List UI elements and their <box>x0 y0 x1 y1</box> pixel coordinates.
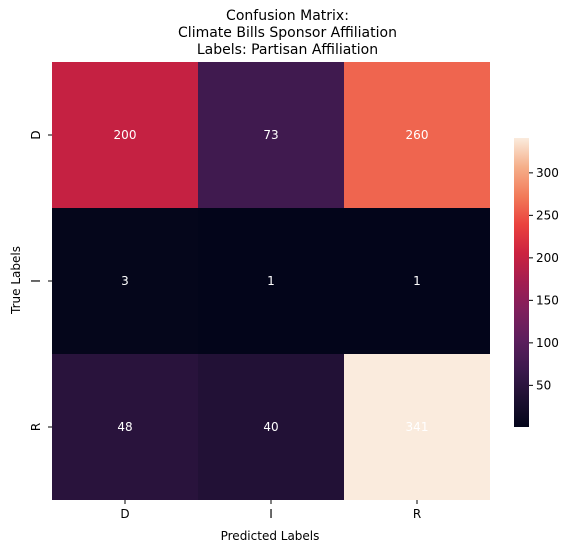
chart-title-line-1: Confusion Matrix: <box>226 8 349 24</box>
x-tick-label-R: R <box>413 507 421 521</box>
colorbar-tick-label-250: 250 <box>536 208 559 222</box>
colorbar-tick-label-150: 150 <box>536 293 559 307</box>
x-tick-label-I: I <box>269 507 273 521</box>
heatmap-cell-D-I <box>198 62 344 208</box>
colorbar-tick-label-200: 200 <box>536 251 559 265</box>
colorbar-tick-label-300: 300 <box>536 166 559 180</box>
colorbar-tick-label-50: 50 <box>536 378 551 392</box>
cell-value-I-D: 3 <box>121 274 129 288</box>
heatmap-cell-R-D <box>52 354 198 500</box>
y-tick-label-D: D <box>29 130 43 139</box>
heatmap-cell-D-R <box>344 62 490 208</box>
cell-value-D-I: 73 <box>263 128 278 142</box>
colorbar-tick-label-100: 100 <box>536 336 559 350</box>
cell-value-R-D: 48 <box>117 420 132 434</box>
chart-title-line-3: Labels: Partisan Affiliation <box>196 42 379 58</box>
y-axis-label: True Labels <box>9 246 23 315</box>
cell-value-I-I: 1 <box>267 274 275 288</box>
chart-title-line-2: Climate Bills Sponsor Affiliation <box>178 25 397 41</box>
cell-value-D-R: 260 <box>406 128 429 142</box>
heatmap-cell-D-D <box>52 62 198 208</box>
heatmap-cell-R-I <box>198 354 344 500</box>
colorbar-ticks: 50 100 150 200 250 300 <box>529 166 559 392</box>
x-axis-label: Predicted Labels <box>221 529 320 543</box>
cell-annotations: 200 73 260 3 1 1 48 40 341 <box>114 128 429 434</box>
cell-value-R-R: 341 <box>406 420 429 434</box>
colorbar <box>514 138 529 427</box>
x-tick-label-D: D <box>120 507 129 521</box>
cell-value-D-D: 200 <box>114 128 137 142</box>
heatmap-cells <box>52 62 490 500</box>
y-tick-label-I: I <box>29 279 43 283</box>
heatmap-cell-R-R <box>344 354 490 500</box>
y-axis-ticks: D I R <box>29 130 52 431</box>
cell-value-I-R: 1 <box>413 274 421 288</box>
heatmap-cell-I-I <box>198 208 344 354</box>
heatmap-cell-I-R <box>344 208 490 354</box>
heatmap-cell-I-D <box>52 208 198 354</box>
y-tick-label-R: R <box>29 423 43 431</box>
cell-value-R-I: 40 <box>263 420 278 434</box>
